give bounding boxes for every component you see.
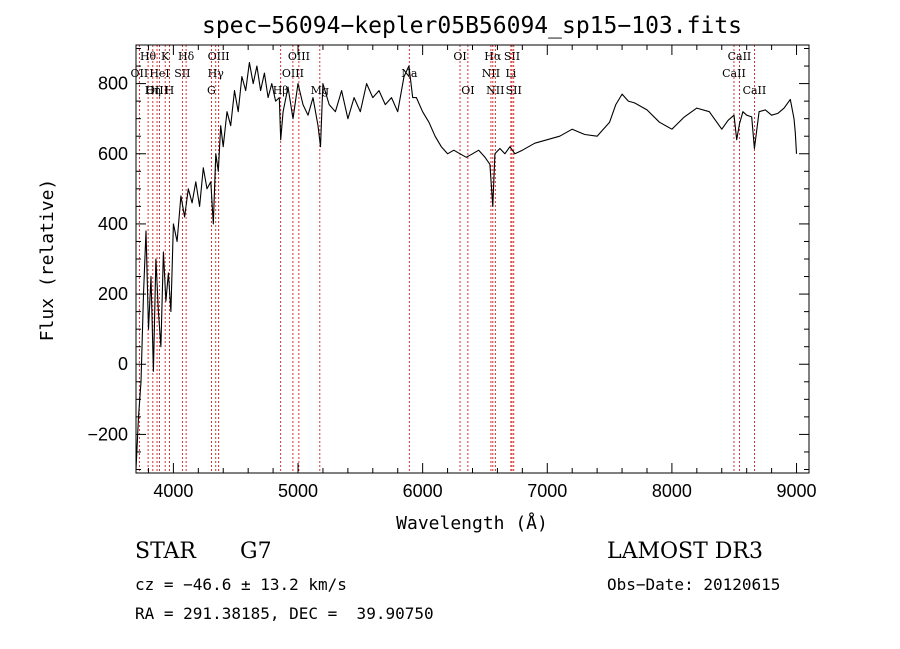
spectral-line-label: SII	[174, 67, 190, 80]
x-tick-label: 5000	[278, 481, 318, 501]
observation-date: Obs−Date: 20120615	[607, 575, 781, 594]
spectral-line-label: OIII	[282, 67, 304, 80]
spectral-line-label: OIII	[146, 84, 168, 97]
spectral-line-label: Hα	[484, 50, 502, 63]
spectral-line-label: OI	[461, 84, 474, 97]
spectral-line-label: H	[165, 84, 175, 97]
x-tick-label: 6000	[403, 481, 443, 501]
plot-frame	[135, 44, 810, 474]
spectral-line-label: CaII	[743, 84, 767, 97]
spectral-line-label: CaII	[722, 67, 746, 80]
x-tick-label: 9000	[777, 481, 817, 501]
spectral-line-label: SII	[506, 84, 522, 97]
x-axis-label: Wavelength (Å)	[396, 512, 548, 534]
spectral-line-label: Hη	[145, 84, 161, 97]
y-tick-label: 400	[98, 214, 128, 234]
object-subclass: G7	[240, 539, 272, 564]
redshift-cz: cz = −46.6 ± 13.2 km/s	[135, 575, 347, 594]
spectral-line-label: G	[207, 84, 216, 97]
chart-title: spec−56094−kepler05B56094_sp15−103.fits	[202, 13, 742, 39]
spectral-line-label: OIII	[288, 50, 310, 63]
spectral-line-label: OII	[131, 67, 149, 80]
object-class: STAR	[135, 539, 196, 564]
y-tick-label: 600	[98, 144, 128, 164]
spectral-line-label: Hθ	[140, 50, 157, 63]
survey-name: LAMOST DR3	[607, 539, 763, 564]
y-axis-label: Flux (relative)	[37, 179, 58, 342]
spectral-line-label: Li	[505, 67, 516, 80]
axis-ticks: 4000 5000 6000 7000 8000 9000 −200 0 200 400 600 80…	[87, 45, 817, 501]
spectral-line-label: Hγ	[208, 67, 225, 80]
spectral-line-label: HeI	[149, 67, 169, 80]
spectral-line-label: OIII	[208, 50, 230, 63]
spectral-line-label: OI	[453, 50, 466, 63]
spectral-line-label: CaII	[728, 50, 752, 63]
x-tick-label: 8000	[652, 481, 692, 501]
y-tick-label: 0	[118, 354, 128, 374]
spectral-line-label: SII	[504, 50, 520, 63]
y-tick-label: −200	[87, 424, 128, 444]
y-tick-label: 200	[98, 284, 128, 304]
x-tick-label: 4000	[153, 481, 193, 501]
spectrum-series-line	[135, 61, 798, 470]
spectral-line-label: K	[161, 50, 170, 63]
x-tick-label: 7000	[527, 481, 567, 501]
ra-dec: RA = 291.38185, DEC = 39.90750	[135, 604, 434, 623]
y-tick-label: 800	[98, 74, 128, 94]
spectral-line-label: NII	[482, 67, 500, 80]
spectral-line-label: Hβ	[273, 84, 289, 97]
spectral-line-label: NII	[486, 84, 504, 97]
spectral-line-label: Hδ	[178, 50, 195, 63]
